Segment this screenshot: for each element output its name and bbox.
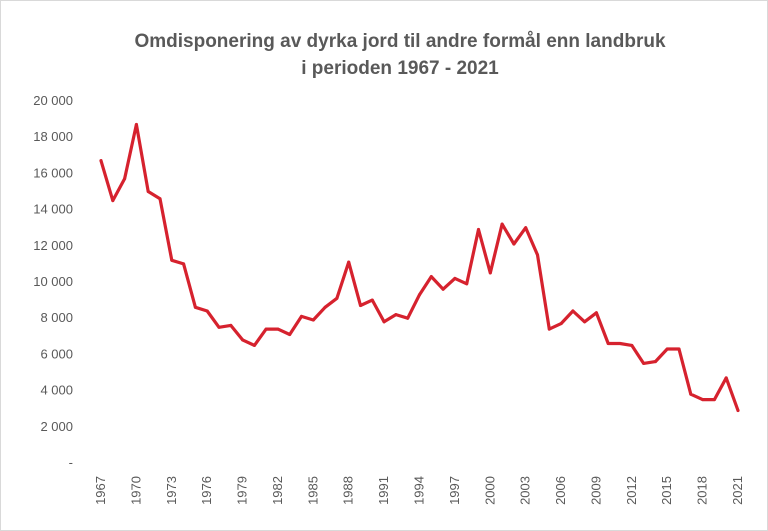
data-point — [193, 305, 197, 309]
data-point — [429, 275, 433, 279]
data-point — [323, 305, 327, 309]
data-point — [123, 177, 127, 181]
data-point — [146, 190, 150, 193]
series-line — [99, 122, 740, 413]
plot-area — [99, 122, 740, 413]
data-point — [724, 376, 728, 380]
data-point — [512, 242, 516, 246]
data-point — [288, 333, 292, 336]
chart-subtitle: i perioden 1967 - 2021 — [301, 58, 499, 79]
data-point — [559, 322, 563, 326]
data-point — [335, 296, 339, 300]
data-point — [370, 298, 374, 302]
y-tick-label: 10 000 — [33, 274, 73, 289]
data-point — [300, 314, 303, 318]
data-point — [217, 325, 221, 329]
data-point — [111, 199, 115, 203]
x-tick-label: 1967 — [93, 476, 108, 505]
x-tick-label: 1997 — [447, 476, 462, 505]
y-tick-label: 4 000 — [40, 383, 73, 398]
data-point — [736, 409, 740, 412]
x-tick-label: 2009 — [588, 476, 603, 505]
y-tick-label: 12 000 — [33, 238, 73, 253]
data-point — [311, 318, 315, 322]
data-point — [594, 311, 598, 315]
data-point — [500, 222, 504, 226]
x-tick-label: 2003 — [518, 476, 533, 505]
data-point — [205, 309, 209, 313]
x-tick-label: 2012 — [624, 476, 639, 505]
y-tick-label: 8 000 — [40, 310, 73, 325]
data-point — [488, 271, 492, 275]
x-axis: 1967 1970 1973 1976 1979 1982 1985 1988 1991 1994… — [93, 476, 745, 505]
data-point — [677, 347, 681, 351]
y-tick-label: 14 000 — [33, 202, 73, 217]
data-point — [134, 123, 138, 126]
x-tick-label: 1994 — [412, 476, 427, 505]
data-point — [630, 343, 634, 347]
y-tick-label: - — [69, 455, 73, 470]
data-point — [477, 228, 480, 231]
x-tick-label: 1979 — [235, 476, 250, 505]
x-tick-label: 2015 — [659, 476, 674, 505]
data-point — [642, 361, 646, 365]
data-point — [606, 342, 610, 345]
data-point — [712, 398, 716, 402]
data-point — [689, 392, 693, 396]
data-point — [264, 327, 268, 331]
y-axis: - 2 000 4 000 6 000 8 000 10 000 12 000 14 000 1… — [33, 93, 73, 470]
data-point — [524, 226, 528, 230]
data-point — [182, 262, 186, 266]
chart-title: Omdisponering av dyrka jord til andre fo… — [134, 31, 666, 52]
data-point — [347, 260, 351, 264]
data-point — [99, 159, 103, 163]
y-tick-label: 6 000 — [40, 346, 73, 361]
data-point — [453, 276, 457, 280]
data-point — [252, 343, 256, 347]
y-tick-label: 18 000 — [33, 129, 73, 144]
x-tick-label: 1976 — [199, 476, 214, 505]
data-point — [418, 293, 421, 297]
x-tick-label: 2021 — [730, 476, 745, 505]
data-point — [229, 323, 233, 327]
data-point — [170, 258, 174, 262]
x-tick-label: 1973 — [164, 476, 179, 505]
x-tick-label: 1991 — [376, 476, 391, 505]
data-point — [536, 253, 539, 257]
data-point — [359, 304, 362, 307]
data-point — [618, 342, 622, 345]
data-point — [571, 309, 575, 313]
data-point — [158, 197, 162, 201]
data-point — [653, 360, 657, 364]
y-tick-label: 20 000 — [33, 93, 73, 108]
x-tick-label: 1982 — [270, 476, 285, 505]
y-tick-label: 16 000 — [33, 165, 73, 180]
chart-title-block: Omdisponering av dyrka jord til andre fo… — [40, 28, 760, 82]
data-point — [701, 398, 705, 402]
x-tick-label: 2006 — [553, 476, 568, 505]
x-tick-label: 1988 — [341, 476, 356, 505]
data-point — [583, 320, 587, 324]
data-point — [394, 313, 398, 317]
data-point — [665, 347, 669, 351]
data-point — [382, 320, 386, 324]
data-point — [465, 282, 469, 286]
data-point — [441, 287, 445, 291]
x-tick-label: 1970 — [128, 476, 143, 505]
y-tick-label: 2 000 — [40, 419, 73, 434]
x-tick-label: 2018 — [695, 476, 710, 505]
data-point — [241, 338, 245, 342]
data-point — [547, 327, 551, 331]
data-point — [276, 327, 280, 331]
x-tick-label: 2000 — [482, 476, 497, 505]
x-tick-label: 1985 — [305, 476, 320, 505]
data-point — [406, 316, 410, 320]
